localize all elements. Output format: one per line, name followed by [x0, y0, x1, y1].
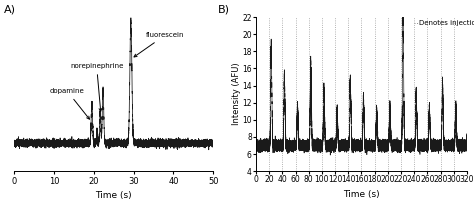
Text: fluorescein: fluorescein [134, 32, 184, 57]
X-axis label: Time (s): Time (s) [343, 190, 380, 199]
Text: dopamine: dopamine [50, 88, 90, 119]
Y-axis label: Intensity (AFU): Intensity (AFU) [232, 63, 241, 125]
Text: B): B) [218, 5, 230, 15]
Text: Denotes injection: Denotes injection [419, 20, 474, 26]
Text: norepinephrine: norepinephrine [70, 63, 123, 111]
X-axis label: Time (s): Time (s) [95, 191, 132, 200]
Text: A): A) [4, 5, 16, 15]
